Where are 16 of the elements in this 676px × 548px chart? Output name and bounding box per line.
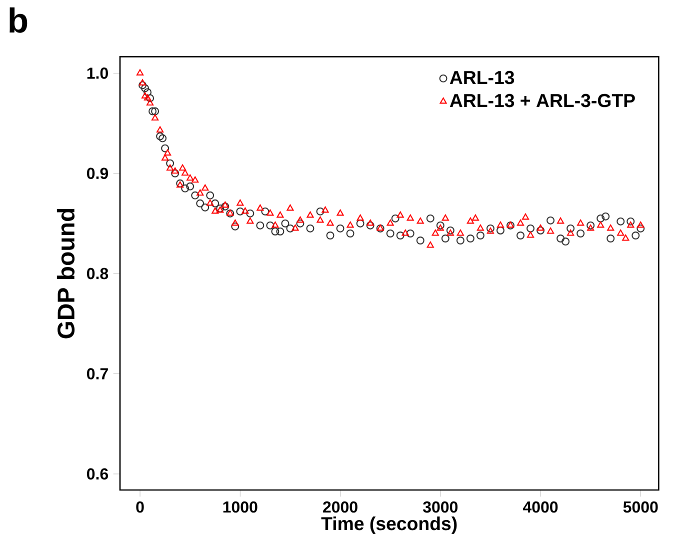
x-tick-label: 2000 xyxy=(323,501,358,513)
y-axis-title: GDP bound xyxy=(56,208,75,338)
x-tick-label: 3000 xyxy=(422,501,458,513)
x-tick-label: 1000 xyxy=(223,501,258,513)
legend-label: ARL-13 + ARL-3-GTP xyxy=(450,94,635,108)
text: b xyxy=(10,7,28,33)
y-tick-label: 0.7 xyxy=(87,368,108,380)
y-tick-label: 0.9 xyxy=(87,168,108,180)
legend-label: ARL-13 xyxy=(450,70,514,84)
y-tick-label: 0.6 xyxy=(87,468,108,480)
y-tick-label: 1.0 xyxy=(87,68,108,79)
x-tick-label: 4000 xyxy=(522,501,558,513)
y-tick-label: 0.8 xyxy=(87,268,108,280)
x-axis-title: Time (seconds) xyxy=(321,516,457,534)
x-tick-label: 0 xyxy=(136,501,144,513)
x-tick-label: 5000 xyxy=(623,501,658,513)
